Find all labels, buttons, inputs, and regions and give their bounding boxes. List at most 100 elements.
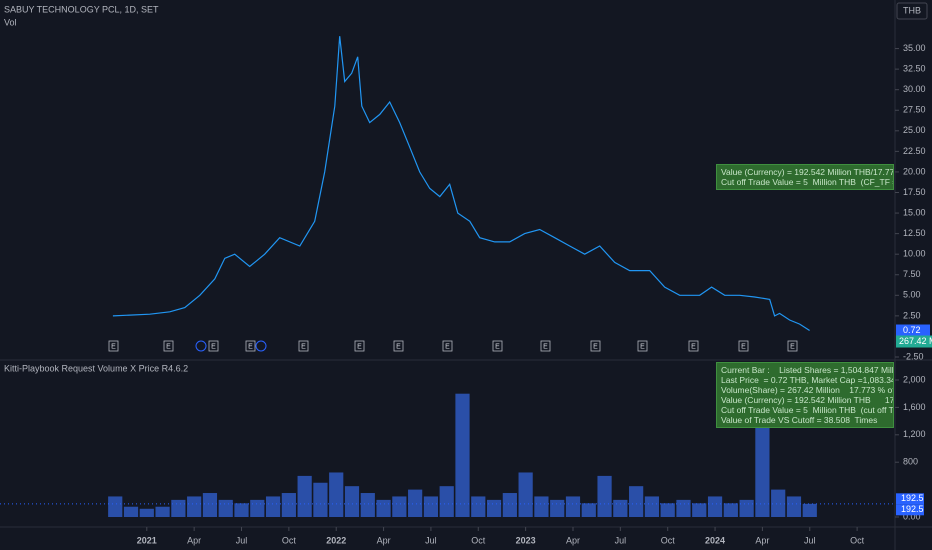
- volume-bar: [486, 499, 502, 517]
- volume-bar: [771, 489, 786, 517]
- volume-bar: [660, 503, 675, 517]
- event-label: E: [741, 343, 746, 350]
- event-marker: [540, 340, 551, 352]
- x-tick-label: Apr: [187, 535, 201, 545]
- event-label: E: [543, 343, 548, 350]
- volume-bar: [123, 506, 139, 517]
- volume-bar: [597, 475, 612, 517]
- event-marker: [354, 340, 365, 352]
- last-price-label: 0.72: [903, 325, 921, 335]
- y-tick-label: 5.00: [903, 290, 921, 300]
- current-value-label: 192.5: [901, 504, 924, 514]
- currency[interactable]: THB: [903, 5, 921, 15]
- x-tick-label: 2024: [705, 535, 725, 545]
- volume-bar: [265, 496, 281, 517]
- volume-label: 267.42 M: [899, 336, 932, 346]
- last-price-tag: [896, 324, 930, 337]
- x-tick-label: Apr: [377, 535, 391, 545]
- event-marker: [637, 340, 648, 352]
- volume-bar: [423, 496, 439, 517]
- volume-bar: [550, 499, 565, 517]
- x-tick-label: 2022: [326, 535, 346, 545]
- y-tick-label: 27.50: [903, 105, 926, 115]
- info-line: Value (Currency) = 192.542 Million THB/1…: [721, 167, 894, 177]
- x-tick-label: Apr: [566, 535, 580, 545]
- event-marker: [245, 340, 256, 352]
- event-label: E: [790, 343, 795, 350]
- symbol-title: SABUY TECHNOLOGY PCL, 1D, SET: [4, 4, 159, 14]
- y-tick-label: 20.00: [903, 166, 926, 176]
- x-tick-label: Oct: [850, 535, 865, 545]
- y-tick-label: 0.00: [903, 511, 921, 521]
- volume-bar: [644, 496, 660, 517]
- volume-bar: [281, 493, 296, 517]
- event-label: E: [640, 343, 645, 350]
- event-label: E: [111, 343, 116, 350]
- y-tick-label: 17.50: [903, 187, 926, 197]
- event-label: E: [166, 343, 171, 350]
- volume-bar: [455, 393, 470, 517]
- y-tick-label: 1,600: [903, 402, 926, 412]
- event-label: E: [211, 343, 216, 350]
- y-tick-label: 32.50: [903, 64, 926, 74]
- x-tick-label: 2021: [137, 535, 157, 545]
- y-tick-label: -2.50: [903, 351, 924, 361]
- info-line: Last Price = 0.72 THB, Market Cap =1,083…: [721, 375, 893, 385]
- volume-bar: [502, 493, 517, 517]
- event-marker: [393, 340, 404, 352]
- volume-bar: [629, 486, 644, 517]
- event-label: E: [445, 343, 450, 350]
- y-tick-label: 15.00: [903, 207, 926, 217]
- info-line: Volume(Share) = 267.42 Million 17.773 % …: [721, 385, 894, 395]
- event-label: E: [396, 343, 401, 350]
- volume-bar: [439, 486, 454, 517]
- x-tick-label: 2023: [516, 535, 536, 545]
- y-tick-label: 7.50: [903, 269, 921, 279]
- volume-bar: [250, 499, 265, 517]
- event-label: E: [495, 343, 500, 350]
- event-label: E: [248, 343, 253, 350]
- y-tick-label: 800: [903, 457, 918, 467]
- x-tick-label: Oct: [471, 535, 486, 545]
- volume-bar: [139, 508, 154, 517]
- volume-bar: [108, 496, 123, 517]
- volume-bar: [187, 496, 202, 517]
- volume-bar: [692, 503, 707, 517]
- event-label: E: [691, 343, 696, 350]
- y-tick-label: 1,200: [903, 429, 926, 439]
- volume-bar: [565, 496, 581, 517]
- x-tick-label: Jul: [615, 535, 627, 545]
- info-line: Cut off Trade Value = 5 Million THB (CF_…: [721, 177, 894, 187]
- volume-bar: [234, 503, 249, 517]
- event-marker: [738, 340, 749, 352]
- event-marker: [492, 340, 503, 352]
- x-tick-label: Jul: [425, 535, 437, 545]
- y-tick-label: 10.00: [903, 249, 926, 259]
- volume-bar: [613, 499, 628, 517]
- y-tick-label: 12.50: [903, 228, 926, 238]
- volume-bar: [360, 493, 375, 517]
- volume-tag: [896, 335, 932, 348]
- y-tick-label: 2,000: [903, 374, 926, 384]
- volume-bar: [344, 486, 360, 517]
- volume-bar: [376, 499, 391, 517]
- indicator-name: Vol: [4, 17, 17, 27]
- info-line: Current Bar : Listed Shares = 1,504.847 …: [721, 365, 894, 375]
- x-tick-label: Oct: [282, 535, 297, 545]
- event-label: E: [301, 343, 306, 350]
- event-marker: [163, 340, 174, 352]
- currency-button[interactable]: [896, 2, 928, 20]
- volume-bar: [297, 475, 312, 517]
- volume-bar: [155, 506, 170, 517]
- event-marker: [442, 340, 453, 352]
- event-circle: [255, 340, 267, 352]
- y-tick-label: 30.00: [903, 84, 926, 94]
- current-value-tag: [896, 504, 924, 516]
- event-marker: [298, 340, 309, 352]
- x-tick-label: Jul: [236, 535, 248, 545]
- event-marker: [590, 340, 601, 352]
- info-line: Value of Trade VS Cutoff = 38.508 Times: [721, 415, 878, 425]
- event-marker: [688, 340, 699, 352]
- event-marker: [108, 340, 119, 352]
